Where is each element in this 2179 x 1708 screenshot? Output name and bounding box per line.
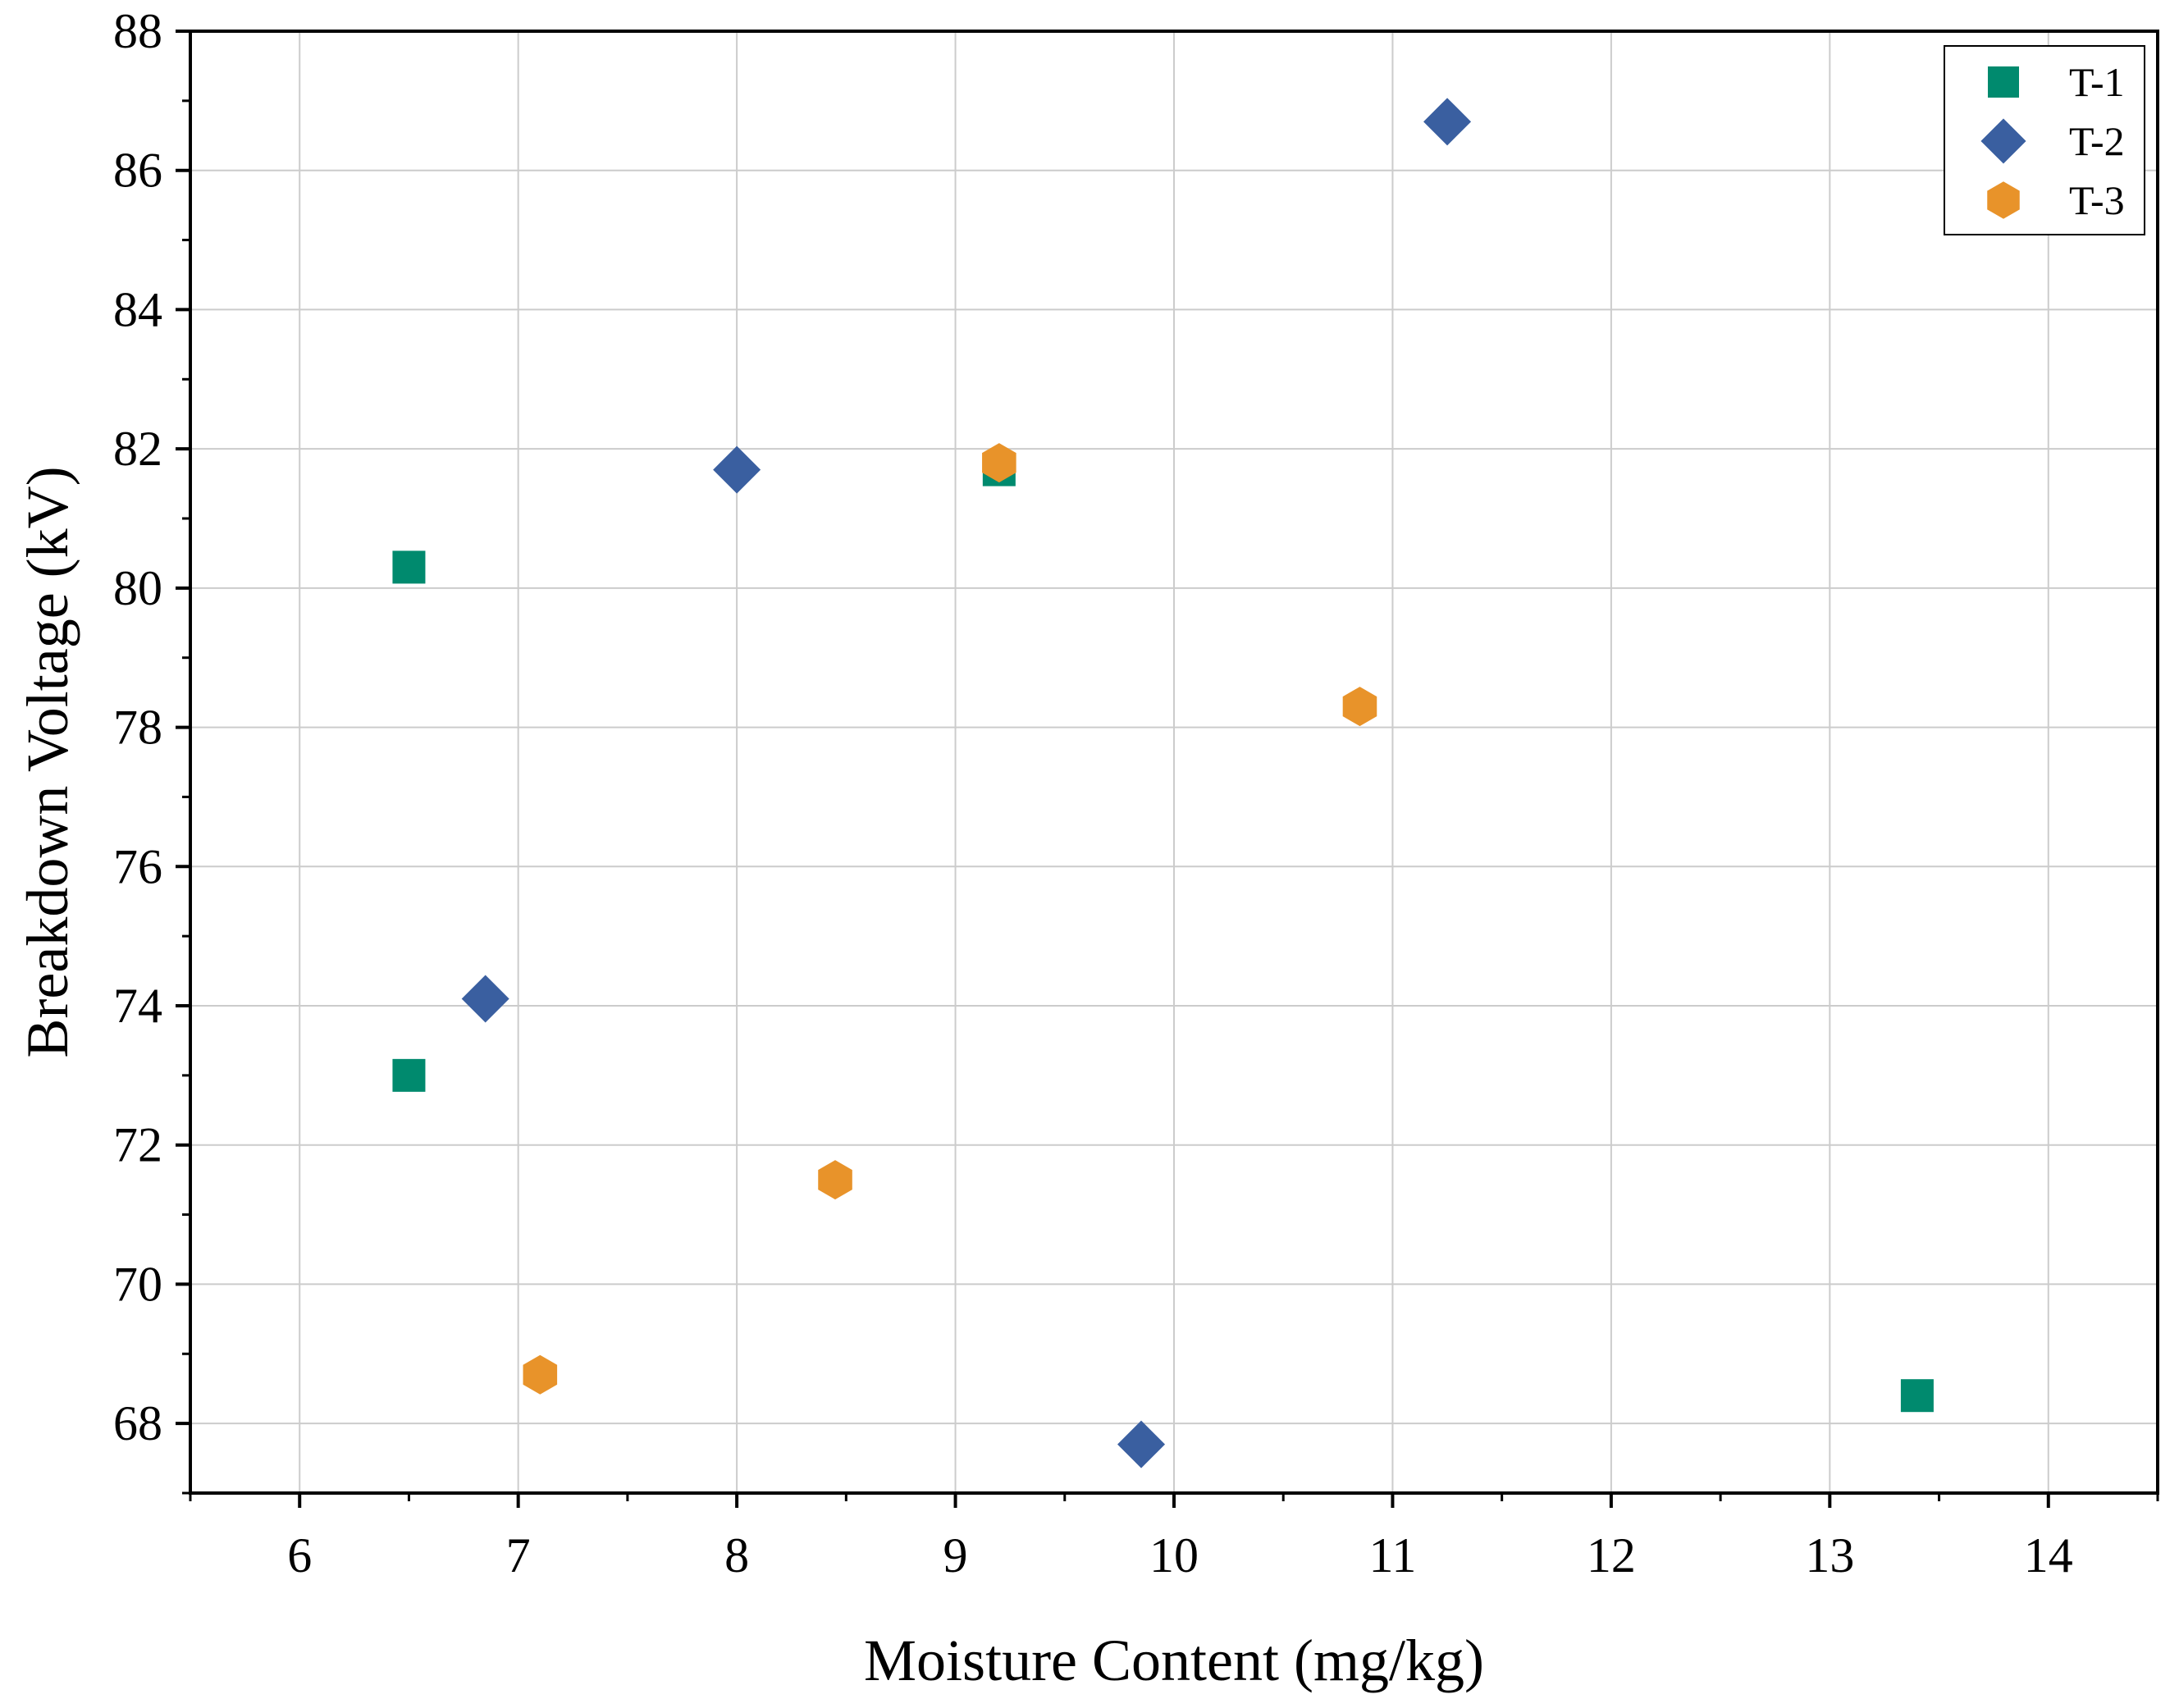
x-tick-label: 10	[1149, 1528, 1199, 1582]
legend-t-1-label: T-1	[2069, 59, 2125, 105]
x-tick-label: 11	[1369, 1528, 1417, 1582]
axis-ticks	[176, 30, 2159, 1508]
t-3-point	[818, 1160, 852, 1200]
x-tick-label: 12	[1587, 1528, 1636, 1582]
legend-t-3-marker	[1987, 181, 2020, 219]
y-tick-label: 76	[113, 839, 162, 893]
t-1-point	[1900, 1379, 1934, 1413]
t-3-point	[523, 1354, 558, 1395]
grid-lines	[190, 31, 2158, 1493]
y-tick-label: 78	[113, 701, 162, 755]
t-1-point	[392, 1058, 426, 1092]
y-tick-label: 84	[113, 282, 162, 336]
y-tick-label: 80	[113, 561, 162, 615]
y-tick-label: 86	[113, 144, 162, 198]
legend-t-2-marker	[1980, 118, 2026, 164]
legend-t-1-marker	[1988, 66, 2019, 98]
x-tick-label: 9	[943, 1528, 968, 1582]
x-axis-title: Moisture Content (mg/kg)	[864, 1628, 1484, 1693]
y-tick-label: 74	[113, 979, 162, 1033]
legend-box	[1944, 45, 2145, 235]
y-tick-label: 70	[113, 1257, 162, 1311]
x-tick-label: 6	[287, 1528, 312, 1582]
t-2-point	[1117, 1420, 1166, 1468]
y-tick-label: 88	[113, 4, 162, 58]
x-tick-label: 7	[506, 1528, 531, 1582]
legend-t-2-label: T-2	[2069, 118, 2125, 164]
data-points	[392, 98, 1934, 1468]
legend-t-3-label: T-3	[2069, 177, 2125, 223]
x-tick-label: 8	[724, 1528, 749, 1582]
legend: T-1 T-2 T-3	[1944, 45, 2145, 235]
t-2-point	[713, 445, 761, 494]
x-tick-label: 14	[2024, 1528, 2073, 1582]
t-3-point	[982, 443, 1016, 483]
y-axis-title: Breakdown Voltage (kV)	[15, 466, 80, 1057]
t-2-point	[461, 975, 509, 1023]
y-tick-label: 72	[113, 1118, 162, 1172]
y-tick-label: 82	[113, 422, 162, 476]
y-tick-label: 68	[113, 1396, 162, 1450]
t-2-point	[1423, 98, 1472, 146]
t-3-point	[1342, 687, 1377, 727]
t-1-point	[392, 550, 426, 584]
x-tick-label: 13	[1805, 1528, 1854, 1582]
